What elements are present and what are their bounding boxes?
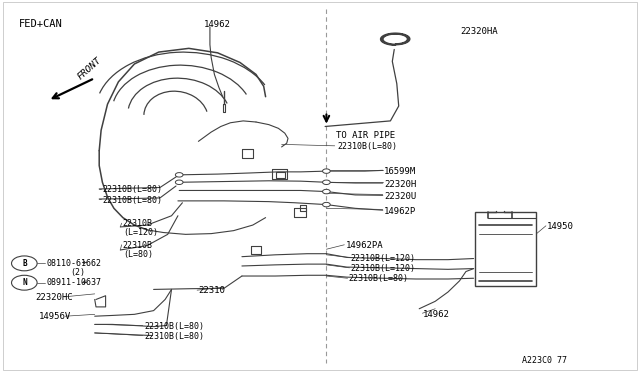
Circle shape [175, 173, 183, 177]
Text: 14950: 14950 [547, 222, 574, 231]
Text: 22310B(L=80): 22310B(L=80) [144, 332, 204, 341]
Text: TO AIR PIPE: TO AIR PIPE [336, 131, 395, 140]
Text: 22310B: 22310B [123, 219, 153, 228]
Text: 22310: 22310 [198, 286, 225, 295]
Circle shape [323, 202, 330, 207]
Text: 14962: 14962 [422, 310, 449, 319]
Circle shape [323, 180, 330, 185]
Circle shape [323, 169, 330, 173]
Text: N: N [22, 278, 27, 287]
Text: B: B [22, 259, 27, 268]
Text: 22310B(L=120): 22310B(L=120) [351, 254, 416, 263]
Text: 08911-10637: 08911-10637 [46, 278, 101, 287]
Circle shape [175, 180, 183, 185]
Bar [475, 212, 536, 286]
Circle shape [323, 189, 330, 194]
Text: 22310B(L=80): 22310B(L=80) [144, 322, 204, 331]
Text: 14962PA: 14962PA [346, 241, 383, 250]
Text: 22310B: 22310B [123, 241, 153, 250]
Text: 22320U: 22320U [384, 192, 416, 201]
Text: 16599M: 16599M [384, 167, 416, 176]
Text: 08110-61662: 08110-61662 [46, 259, 101, 268]
Text: 22320HA: 22320HA [461, 27, 499, 36]
Text: 22310B(L=120): 22310B(L=120) [351, 264, 416, 273]
Text: 22310B(L=80): 22310B(L=80) [349, 275, 409, 283]
Text: 22310B(L=80): 22310B(L=80) [102, 196, 163, 205]
Text: 14956V: 14956V [38, 312, 70, 321]
Text: 22310B(L=80): 22310B(L=80) [102, 185, 163, 194]
Text: 14962P: 14962P [384, 207, 416, 216]
Text: 22320H: 22320H [384, 180, 416, 189]
Text: 14962: 14962 [204, 20, 230, 29]
Text: A223C0 77: A223C0 77 [522, 356, 566, 365]
Text: 22320HC: 22320HC [35, 293, 73, 302]
Text: (2): (2) [70, 268, 85, 277]
Text: (L=80): (L=80) [123, 250, 153, 259]
Text: (L=120): (L=120) [123, 228, 158, 237]
Text: FED+CAN: FED+CAN [19, 19, 63, 29]
Text: FRONT: FRONT [76, 56, 103, 82]
Text: 22310B(L=80): 22310B(L=80) [337, 142, 397, 151]
